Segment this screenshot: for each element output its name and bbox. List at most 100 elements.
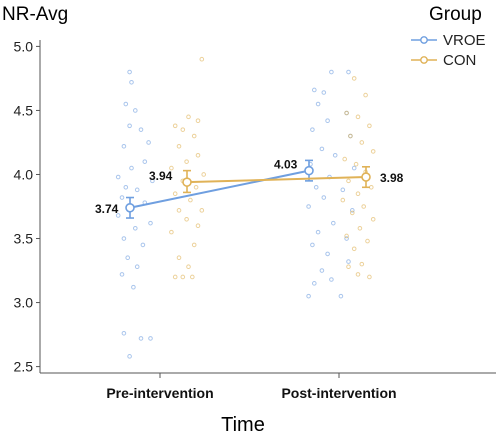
x-axis-label: Time (221, 414, 265, 435)
raw-point (115, 174, 121, 180)
legend-label: VROE (443, 32, 486, 49)
plot-area: 3.74 4.03 3.94 3.98 (95, 56, 404, 359)
raw-point (148, 220, 153, 226)
raw-point (127, 354, 132, 359)
raw-point (346, 178, 351, 184)
x-axis-ticks: Pre-intervention Post-intervention (106, 373, 397, 401)
raw-point (129, 165, 134, 171)
raw-point (325, 118, 330, 123)
raw-point (125, 255, 130, 261)
raw-point (134, 264, 140, 269)
raw-point (355, 272, 361, 277)
raw-point (138, 127, 144, 132)
raw-point (176, 255, 182, 261)
raw-point (351, 76, 357, 81)
raw-point (319, 146, 325, 152)
raw-point (350, 208, 355, 213)
raw-point (172, 274, 178, 280)
y-tick-label: 4.0 (14, 166, 34, 182)
raw-point (121, 144, 127, 149)
mean-point (304, 165, 314, 176)
raw-point (353, 161, 359, 167)
raw-point (348, 133, 353, 139)
data-label: 3.74 (95, 202, 119, 216)
raw-point (201, 172, 206, 177)
raw-point (329, 69, 334, 75)
raw-point (338, 293, 344, 299)
legend-key-marker (420, 36, 428, 44)
series-con (182, 165, 371, 194)
raw-point (195, 152, 201, 158)
legend-title: Group (429, 4, 482, 25)
raw-point (359, 140, 365, 145)
raw-point (332, 152, 338, 158)
raw-point (313, 184, 319, 190)
raw-point (172, 191, 178, 196)
raw-point (344, 110, 349, 116)
data-labels-vroe: 3.74 4.03 (95, 158, 298, 216)
data-label: 3.98 (380, 171, 404, 185)
raw-point (350, 210, 355, 216)
raw-point (344, 236, 349, 241)
raw-point (133, 108, 138, 113)
raw-point (127, 123, 132, 129)
raw-point (140, 242, 146, 248)
raw-point (184, 217, 189, 222)
raw-point (351, 246, 357, 252)
raw-point (123, 184, 129, 190)
mean-line (129, 169, 310, 209)
raw-point (119, 272, 125, 277)
raw-point (199, 56, 205, 62)
raw-point (321, 90, 327, 95)
data-label: 3.94 (149, 169, 173, 183)
raw-point (340, 197, 346, 203)
raw-point (329, 277, 334, 282)
raw-point (121, 330, 127, 336)
mean-point (182, 177, 192, 187)
raw-point (115, 213, 121, 218)
raw-point (361, 204, 367, 209)
raw-point (131, 284, 136, 290)
raw-point (127, 69, 132, 75)
raw-point (369, 184, 374, 190)
raw-point (186, 114, 191, 120)
raw-point (172, 123, 178, 129)
raw-point (321, 195, 327, 200)
raw-point (315, 229, 321, 235)
data-labels-con: 3.94 3.98 (149, 169, 404, 185)
legend-key-marker (420, 56, 428, 64)
raw-point (359, 261, 365, 267)
data-label: 4.03 (274, 158, 298, 172)
raw-point (176, 208, 182, 213)
y-tick-label: 5.0 (14, 38, 34, 54)
legend: Group VROE CON (411, 4, 486, 69)
y-tick-label: 4.5 (14, 102, 34, 118)
raw-point (121, 236, 127, 241)
raw-point (370, 149, 376, 154)
raw-point (351, 165, 357, 171)
raw-point (190, 274, 195, 280)
raw-points-vroe (115, 69, 357, 359)
raw-point (370, 217, 376, 222)
raw-point (346, 69, 351, 75)
raw-point (363, 92, 368, 98)
raw-point (346, 264, 351, 269)
raw-point (184, 159, 189, 164)
raw-point (195, 118, 201, 123)
y-tick-label: 3.0 (14, 295, 34, 311)
raw-point (310, 127, 315, 132)
raw-point (315, 101, 321, 107)
y-axis-ticks: 2.5 3.0 3.5 4.0 4.5 5.0 (14, 38, 40, 375)
legend-item-con: CON (411, 52, 476, 69)
raw-point (355, 114, 361, 120)
y-tick-label: 2.5 (14, 359, 34, 375)
raw-point (150, 178, 155, 184)
raw-point (123, 101, 129, 107)
raw-point (148, 336, 153, 341)
raw-point (325, 251, 330, 257)
raw-point (199, 208, 205, 213)
raw-point (169, 229, 174, 235)
raw-point (312, 281, 317, 286)
